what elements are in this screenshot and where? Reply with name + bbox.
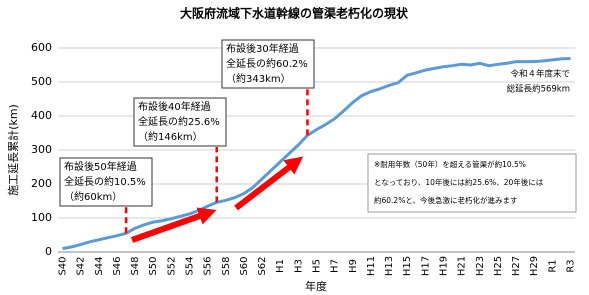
x-tick-label: R3: [565, 259, 576, 272]
x-tick-label: S52: [166, 256, 177, 275]
y-tick-label: 400: [31, 109, 52, 122]
x-tick-label: S50: [148, 256, 159, 275]
annotation-box: [133, 97, 227, 147]
x-tick-label: H19: [438, 256, 449, 276]
x-tick-label: H15: [402, 256, 413, 276]
x-tick-label: H25: [493, 256, 504, 276]
y-tick-label: 300: [31, 143, 52, 156]
annotation-text: 全延長の約10.5%: [64, 175, 146, 188]
x-tick-label: H17: [420, 256, 431, 276]
annotation-text: （約146km）: [138, 130, 203, 143]
annotation-box: [59, 157, 153, 207]
y-tick-label: 0: [45, 245, 52, 258]
x-tick-label: S58: [221, 256, 232, 275]
x-axis-label: 年度: [305, 279, 327, 293]
x-tick-label: H27: [511, 256, 522, 276]
end-note: 令和４年度末で: [510, 69, 570, 80]
x-tick-label: H29: [529, 256, 540, 276]
x-tick-label: H9: [348, 259, 359, 273]
x-tick-label: S62: [257, 256, 268, 275]
y-tick-label: 500: [31, 75, 52, 88]
y-tick-label: 100: [31, 211, 52, 224]
annotation-text: （約343km）: [226, 72, 291, 85]
y-tick-label: 200: [31, 177, 52, 190]
end-note: 総延長約569km: [507, 84, 570, 95]
x-tick-label: H23: [475, 256, 486, 276]
y-tick-label: 600: [31, 41, 52, 54]
annotation-text: 布設後40年経過: [138, 100, 211, 113]
footnote-text: となっており、10年後には約25.6%、20年後には: [374, 177, 544, 187]
annotation-text: （約60km）: [64, 190, 122, 203]
annotation-text: 全延長の約60.2%: [226, 57, 308, 70]
x-tick-label: S56: [203, 256, 214, 275]
arrow: [234, 156, 304, 211]
x-tick-label: H3: [293, 259, 304, 273]
x-tick-label: H7: [330, 259, 341, 273]
x-tick-label: S46: [112, 256, 123, 275]
x-tick-label: S42: [76, 256, 87, 275]
x-tick-label: H21: [457, 256, 468, 276]
x-tick-label: R1: [547, 259, 558, 272]
x-tick-label: H1: [275, 259, 286, 273]
chart-title: 大阪府流域下水道幹線の管渠老朽化の現状: [180, 6, 409, 21]
annotation-text: 全延長の約25.6%: [138, 115, 220, 128]
data-line: [62, 57, 571, 251]
y-axis-label: 施工延長累計(km): [6, 104, 20, 196]
footnote-text: 約60.2%と、今後急激に老朽化が進みます: [374, 195, 518, 205]
annotation-text: 布設後30年経過: [226, 42, 299, 55]
arrow: [130, 207, 217, 243]
x-tick-label: S40: [58, 256, 69, 275]
x-tick-label: S48: [130, 256, 141, 275]
annotation-text: 布設後50年経過: [64, 160, 137, 173]
footnote-text: ※耐用年数（50年）を超える管渠が約10.5%: [374, 159, 526, 169]
x-tick-label: S54: [185, 256, 196, 275]
x-tick-label: H13: [384, 256, 395, 276]
x-tick-label: S60: [239, 256, 250, 275]
annotation-box: [221, 39, 315, 89]
footnote-box: [367, 153, 577, 213]
x-tick-label: H5: [312, 259, 323, 273]
x-tick-label: S44: [94, 256, 105, 275]
x-tick-label: H11: [366, 256, 377, 276]
